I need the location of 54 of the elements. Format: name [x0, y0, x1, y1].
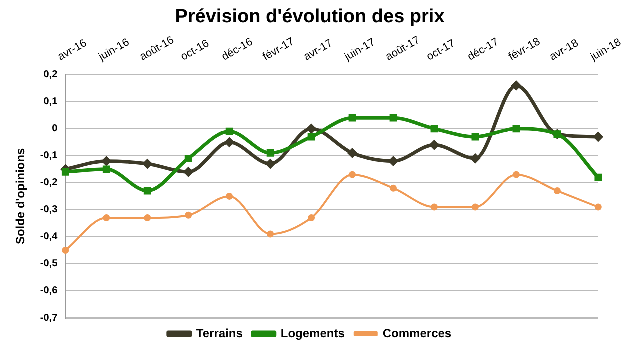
- y-tick-label: -0,5: [40, 258, 58, 270]
- y-tick-label: -0,4: [40, 232, 58, 243]
- point: [226, 128, 234, 136]
- point: [308, 214, 316, 222]
- point: [512, 125, 520, 133]
- point: [103, 214, 110, 222]
- point: [470, 154, 480, 164]
- point: [594, 174, 602, 182]
- legend-label: Terrains: [196, 326, 244, 340]
- point: [102, 166, 110, 174]
- y-tick-label: -0,7: [40, 312, 58, 324]
- point: [144, 187, 152, 195]
- y-tick-label: 0,1: [44, 96, 58, 108]
- point: [348, 114, 356, 122]
- y-tick-label: -0,3: [40, 204, 58, 216]
- y-axis-title: Solde d'opinions: [14, 148, 28, 245]
- point: [266, 159, 276, 170]
- point: [102, 156, 112, 166]
- point: [472, 133, 480, 141]
- point: [185, 212, 192, 219]
- y-tick-label: -0,1: [40, 150, 58, 162]
- y-tick-label: 0,2: [44, 70, 58, 81]
- point: [267, 230, 274, 238]
- point: [184, 167, 194, 178]
- legend-label: Commerces: [382, 326, 452, 340]
- point: [224, 137, 235, 148]
- point: [429, 140, 440, 150]
- point: [226, 192, 234, 200]
- legend-label: Logements: [280, 326, 346, 340]
- point: [184, 154, 192, 162]
- point: [512, 171, 520, 178]
- point: [144, 214, 152, 222]
- y-tick-label: -0,2: [40, 178, 58, 189]
- chart-title: Prévision d'évolution des prix: [175, 6, 446, 28]
- point: [472, 204, 479, 211]
- point: [430, 204, 438, 211]
- point: [142, 159, 153, 170]
- point: [390, 184, 397, 192]
- point: [266, 150, 274, 157]
- point: [349, 171, 356, 178]
- point: [62, 168, 70, 176]
- point: [594, 204, 602, 211]
- point: [511, 80, 522, 91]
- point: [430, 125, 438, 133]
- point: [62, 246, 70, 254]
- point: [348, 148, 358, 158]
- point: [308, 133, 316, 141]
- point: [306, 124, 317, 134]
- point: [554, 188, 561, 195]
- point: [388, 156, 398, 166]
- y-tick-label: 0: [52, 124, 58, 135]
- point: [593, 132, 604, 142]
- point: [390, 114, 398, 122]
- y-tick-label: -0,6: [40, 286, 58, 297]
